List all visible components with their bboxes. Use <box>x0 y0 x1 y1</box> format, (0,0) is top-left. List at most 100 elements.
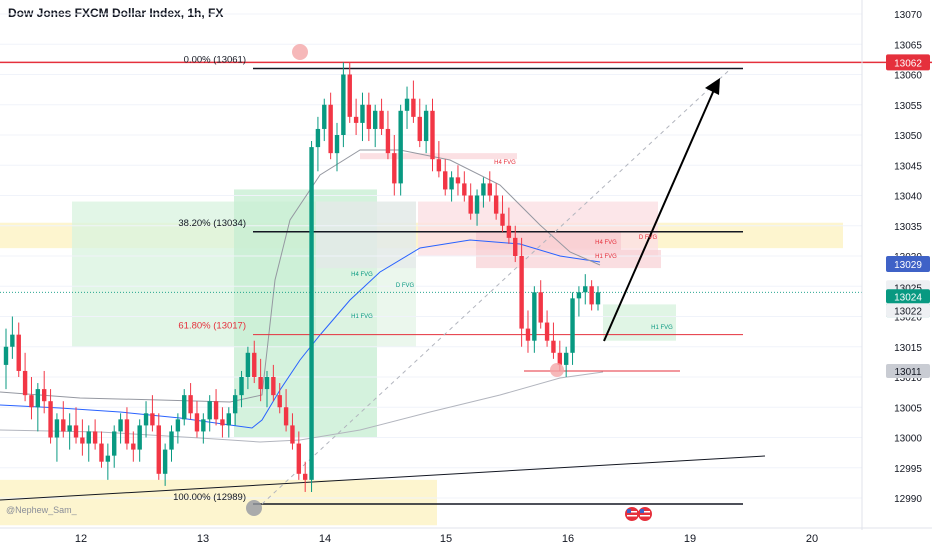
candle-body <box>124 419 130 444</box>
candle-body <box>525 328 531 341</box>
candle-body <box>398 110 403 184</box>
h4-fvg-zone-2 <box>476 231 621 250</box>
candle-body <box>150 413 155 426</box>
candle-body <box>290 425 295 444</box>
candle-body <box>385 128 391 154</box>
candle-body <box>373 110 378 129</box>
h1-fvg-zone <box>476 249 661 269</box>
candle-body <box>315 128 321 148</box>
price-tick-label: 13060 <box>894 71 922 82</box>
candle-body <box>258 377 263 390</box>
time-tick-label: 14 <box>319 533 331 545</box>
candle-body <box>570 298 575 353</box>
price-tag: 13029 <box>886 256 930 273</box>
candle-body <box>563 352 569 365</box>
fvg-zone-label: H1 FVG <box>595 254 617 260</box>
price-tag: 13011 <box>886 363 930 378</box>
origin-marker <box>246 500 262 516</box>
fvg-zone-label: D FVG <box>639 235 658 241</box>
candle-body <box>493 195 499 214</box>
candle-body <box>468 195 473 214</box>
candle-body <box>347 74 352 117</box>
fvg-zone-label: H1 FVG <box>651 325 673 331</box>
price-tick-label: 13055 <box>894 101 922 112</box>
candle-body <box>131 443 136 450</box>
candle-body <box>99 443 104 462</box>
candle-body <box>54 419 60 438</box>
time-tick-label: 19 <box>684 533 696 545</box>
candle-body <box>162 449 168 474</box>
price-tick-label: 13050 <box>894 131 922 142</box>
candle-body <box>595 292 601 305</box>
economic-event-icon[interactable] <box>638 507 652 521</box>
candle-body <box>277 395 282 408</box>
candle-body <box>392 153 397 184</box>
time-tick-label: 13 <box>197 533 209 545</box>
price-tag-bg <box>886 54 930 71</box>
fib-label: 38.20% (13034) <box>178 218 246 229</box>
price-tag-value: 13024 <box>894 292 922 303</box>
candle-body <box>245 352 251 377</box>
swing-high-marker <box>292 44 308 60</box>
candle-body <box>322 104 327 129</box>
candle-body <box>309 147 314 480</box>
price-tag: 13022 <box>886 303 930 318</box>
economic-event-icon[interactable] <box>625 507 639 521</box>
candle-body <box>207 401 212 420</box>
price-tag-value: 13029 <box>894 260 922 271</box>
candle-body <box>481 183 486 196</box>
price-tick-label: 13000 <box>894 434 922 445</box>
trend-line <box>0 455 766 501</box>
time-tick-label: 12 <box>75 533 87 545</box>
candle-body <box>455 177 461 184</box>
candle-body <box>137 425 142 450</box>
candle-body <box>29 395 34 408</box>
price-axis: 12990 12995 13000 13005 13010 13015 13020 13025… <box>861 0 930 530</box>
flag-stripe <box>640 515 650 517</box>
price-tick-label: 13010 <box>894 373 922 384</box>
fvg-zone-label: H1 FVG <box>351 314 373 320</box>
price-tag-bg <box>886 289 930 304</box>
candle-body <box>22 370 28 396</box>
fvg-zone-label: H4 FVG <box>595 240 617 246</box>
candle-body <box>551 340 556 353</box>
price-tick-label: 12995 <box>894 464 922 475</box>
fvg-zone-label: H4 FVG <box>351 272 373 278</box>
candle-body <box>500 213 505 226</box>
candle-body <box>213 401 219 420</box>
time-tick-label: 16 <box>562 533 574 545</box>
time-tick-label: 20 <box>806 533 818 545</box>
chart-title: Dow Jones FXCM Dollar Index, 1h, FX <box>8 6 224 20</box>
candle-body <box>430 110 435 160</box>
candle-body <box>188 395 193 414</box>
candle-body <box>252 352 257 377</box>
grid <box>0 13 862 499</box>
candle-body <box>532 292 537 341</box>
candle-body <box>506 225 512 238</box>
candle-body <box>449 177 454 190</box>
candle-body <box>112 431 117 456</box>
candle-body <box>538 292 543 323</box>
price-tick-label: 13035 <box>894 222 922 233</box>
candle-body <box>417 116 422 142</box>
candle-body <box>80 437 85 444</box>
flag-canton <box>627 509 631 513</box>
price-tag: 13024 <box>886 289 930 304</box>
candle-body <box>296 443 302 474</box>
price-tick-label: 13015 <box>894 343 922 354</box>
candle-body <box>156 425 161 474</box>
candle-body <box>366 104 372 129</box>
fvg-zones <box>0 153 843 526</box>
candle-body <box>67 425 72 432</box>
arrow-shaft <box>603 82 718 342</box>
price-tick-label: 13040 <box>894 192 922 203</box>
drawn-lines <box>0 61 932 505</box>
candle-body <box>143 413 149 426</box>
candle-body <box>583 286 588 293</box>
price-tag-value: 13022 <box>894 306 922 317</box>
candle-body <box>557 352 563 365</box>
candle-body <box>16 334 21 371</box>
candle-body <box>73 425 79 438</box>
candle-body <box>443 171 448 190</box>
